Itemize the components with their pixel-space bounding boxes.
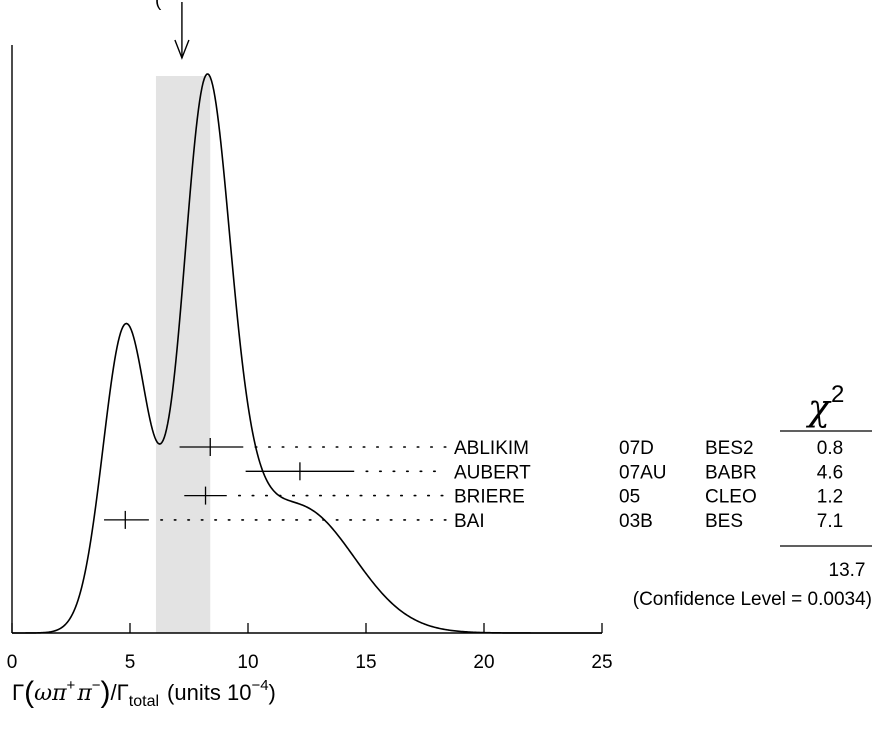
measurement-row: BRIERE 05 CLEO 1.2 [184,486,843,508]
measurement-row: BAI 03B BES 7.1 [104,510,843,532]
x-tick-label: 10 [237,652,258,673]
measurement-chi2: 7.1 [817,511,843,532]
x-tick-label: 5 [125,652,136,673]
x-axis-title: Γ(ωπ+π−)/Γtotal (units 10−4) [12,676,276,710]
weighted-average-band [155,76,211,633]
measurement-name: ABLIKIM [454,438,529,459]
x-tick-label: 20 [473,652,494,673]
measurement-name: AUBERT [454,462,531,483]
arrow-head [174,39,190,60]
ideogram-curve [12,73,602,634]
measurement-experiment: BES2 [705,438,754,459]
x-tick-label: 25 [591,652,612,673]
measurement-year: 07D [619,438,654,459]
confidence-level: (Confidence Level = 0.0034) [633,589,872,610]
measurement-name: BAI [454,511,485,532]
chi2-superscript: 2 [831,381,844,408]
measurement-row: AUBERT 07AU BABR 4.6 [245,462,843,483]
chi2-total: 13.7 [829,560,866,581]
measurement-chi2: 1.2 [817,487,843,508]
measurement-name: BRIERE [454,487,525,508]
measurement-year: 05 [619,487,640,508]
measurement-experiment: BABR [705,462,757,483]
measurement-experiment: BES [705,511,743,532]
x-tick-label: 15 [355,652,376,673]
measurement-experiment: CLEO [705,487,757,508]
measurement-row: ABLIKIM 07D BES2 0.8 [179,438,843,459]
header-text: ( [155,0,162,11]
weighted-average-arrow [174,2,190,60]
measurement-chi2: 0.8 [817,438,843,459]
chi2-header: χ [805,388,832,429]
x-axis-ticks: 0 5 10 15 20 25 [7,623,613,673]
measurement-year: 07AU [619,462,667,483]
measurement-rows: ABLIKIM 07D BES2 0.8 AUBERT 07AU BABR 4.6 BRIERE… [104,438,843,532]
x-tick-label: 0 [7,652,18,673]
measurement-chi2: 4.6 [817,462,843,483]
measurement-year: 03B [619,511,653,532]
